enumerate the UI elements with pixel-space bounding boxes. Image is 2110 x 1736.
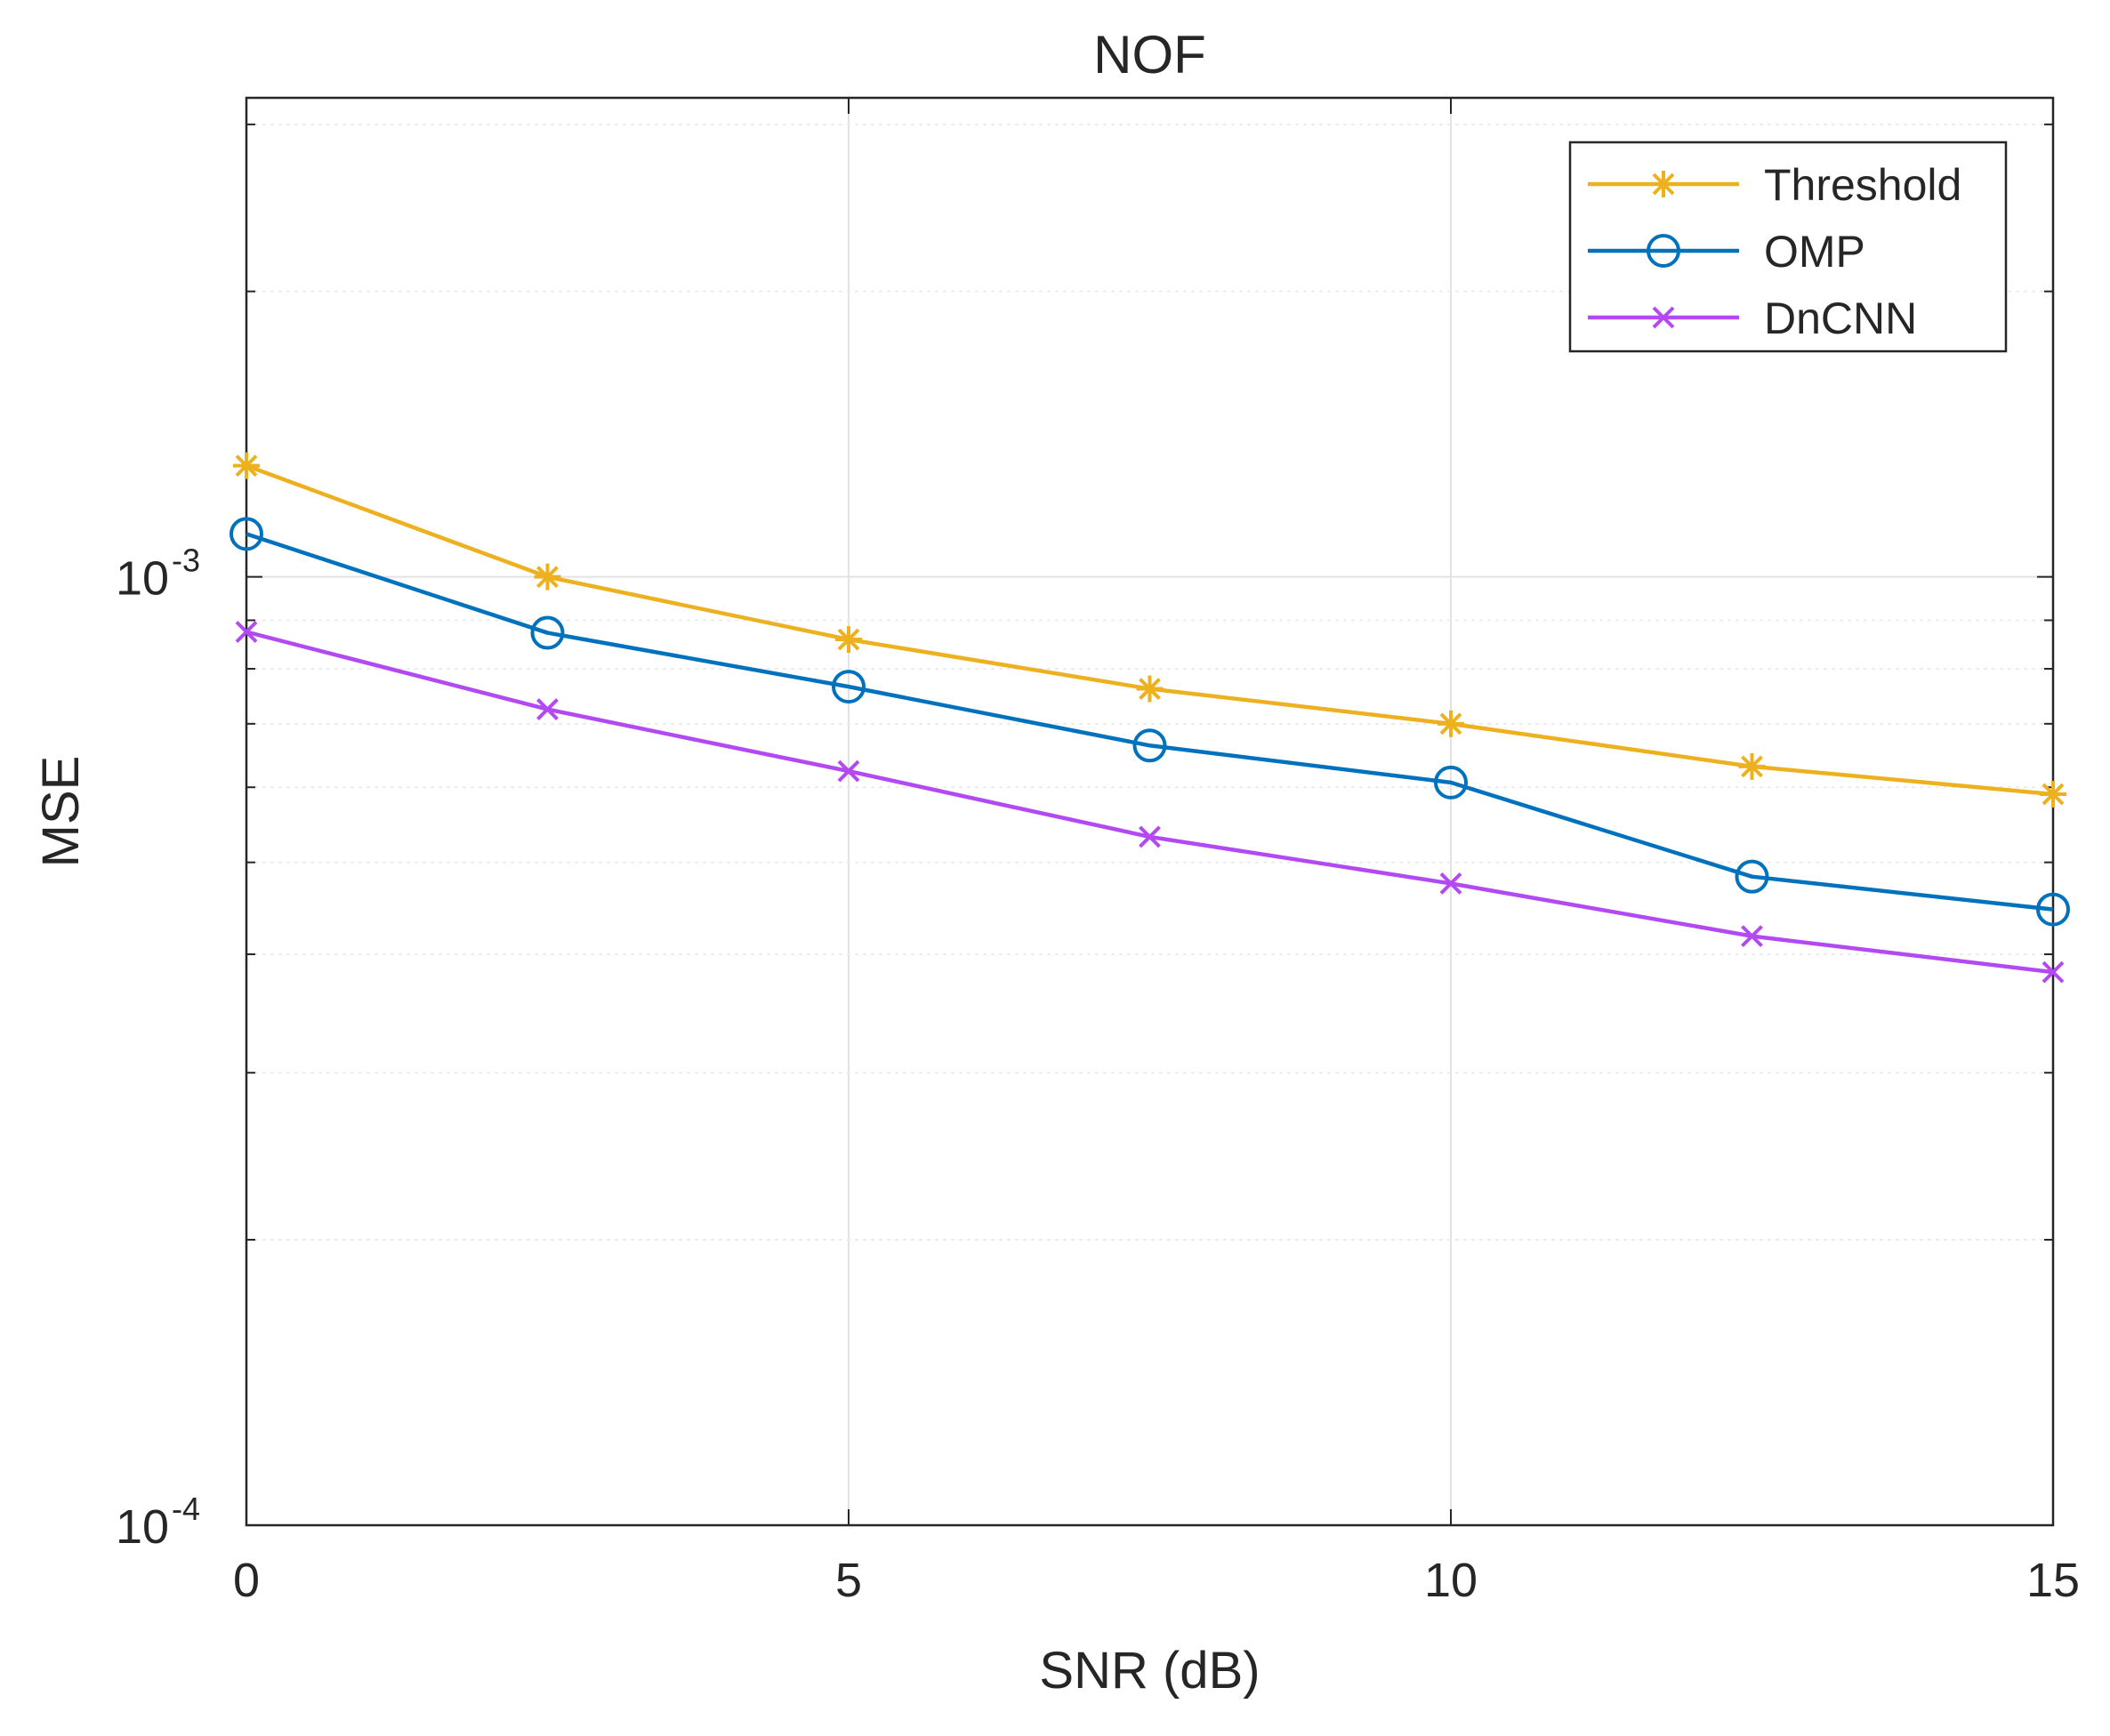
data-point-dncnn [1439, 872, 1462, 895]
legend[interactable]: Threshold OMP DnCNN [1568, 141, 2008, 353]
data-point-omp [832, 670, 866, 704]
data-point-omp [530, 615, 565, 650]
x-tick-label: 10 [1424, 1554, 1478, 1607]
legend-marker-threshold [1650, 171, 1677, 197]
data-point-dncnn [2042, 960, 2065, 984]
x-tick-label: 0 [233, 1554, 260, 1607]
y-tick-label: 10 [116, 1500, 169, 1554]
legend-label-dncnn: DnCNN [1764, 293, 1917, 343]
data-point-threshold [1438, 710, 1464, 737]
legend-item-threshold[interactable]: Threshold [1588, 160, 1961, 210]
data-point-dncnn [1741, 925, 1763, 948]
data-point-threshold [2040, 781, 2066, 808]
data-point-threshold [233, 452, 260, 479]
y-axis-label: MSE [32, 756, 90, 868]
data-point-dncnn [536, 698, 559, 721]
legend-label-omp: OMP [1764, 227, 1865, 277]
data-point-omp [230, 517, 263, 551]
y-tick-label: 10 [116, 552, 169, 606]
y-tick-label-exponent: -3 [172, 542, 200, 579]
data-point-dncnn [235, 621, 258, 643]
data-point-threshold [1738, 752, 1766, 780]
x-tick-label: 5 [835, 1554, 862, 1607]
y-tick-label-exponent: -4 [172, 1491, 200, 1527]
x-axis-label: SNR (dB) [1039, 1642, 1260, 1700]
data-point-omp [1132, 728, 1167, 763]
chart-title: NOF [1093, 25, 1206, 84]
legend-label-threshold: Threshold [1764, 160, 1961, 210]
legend-marker-dncnn [1652, 306, 1675, 329]
series-group [230, 452, 2070, 984]
plot-area [245, 96, 2055, 1527]
data-point-omp [2036, 892, 2070, 927]
data-point-threshold [534, 563, 561, 591]
x-tick-label: 15 [2026, 1554, 2080, 1607]
data-point-dncnn [1139, 825, 1161, 848]
legend-marker-omp [1647, 234, 1680, 268]
series-line-omp [246, 532, 2054, 912]
data-point-omp [1434, 765, 1468, 800]
data-point-omp [1735, 859, 1769, 894]
data-point-dncnn [837, 760, 860, 783]
legend-item-dncnn[interactable]: DnCNN [1588, 293, 1917, 343]
data-point-threshold [1136, 675, 1164, 703]
legend-item-omp[interactable]: OMP [1588, 227, 1865, 277]
data-point-threshold [835, 626, 862, 654]
